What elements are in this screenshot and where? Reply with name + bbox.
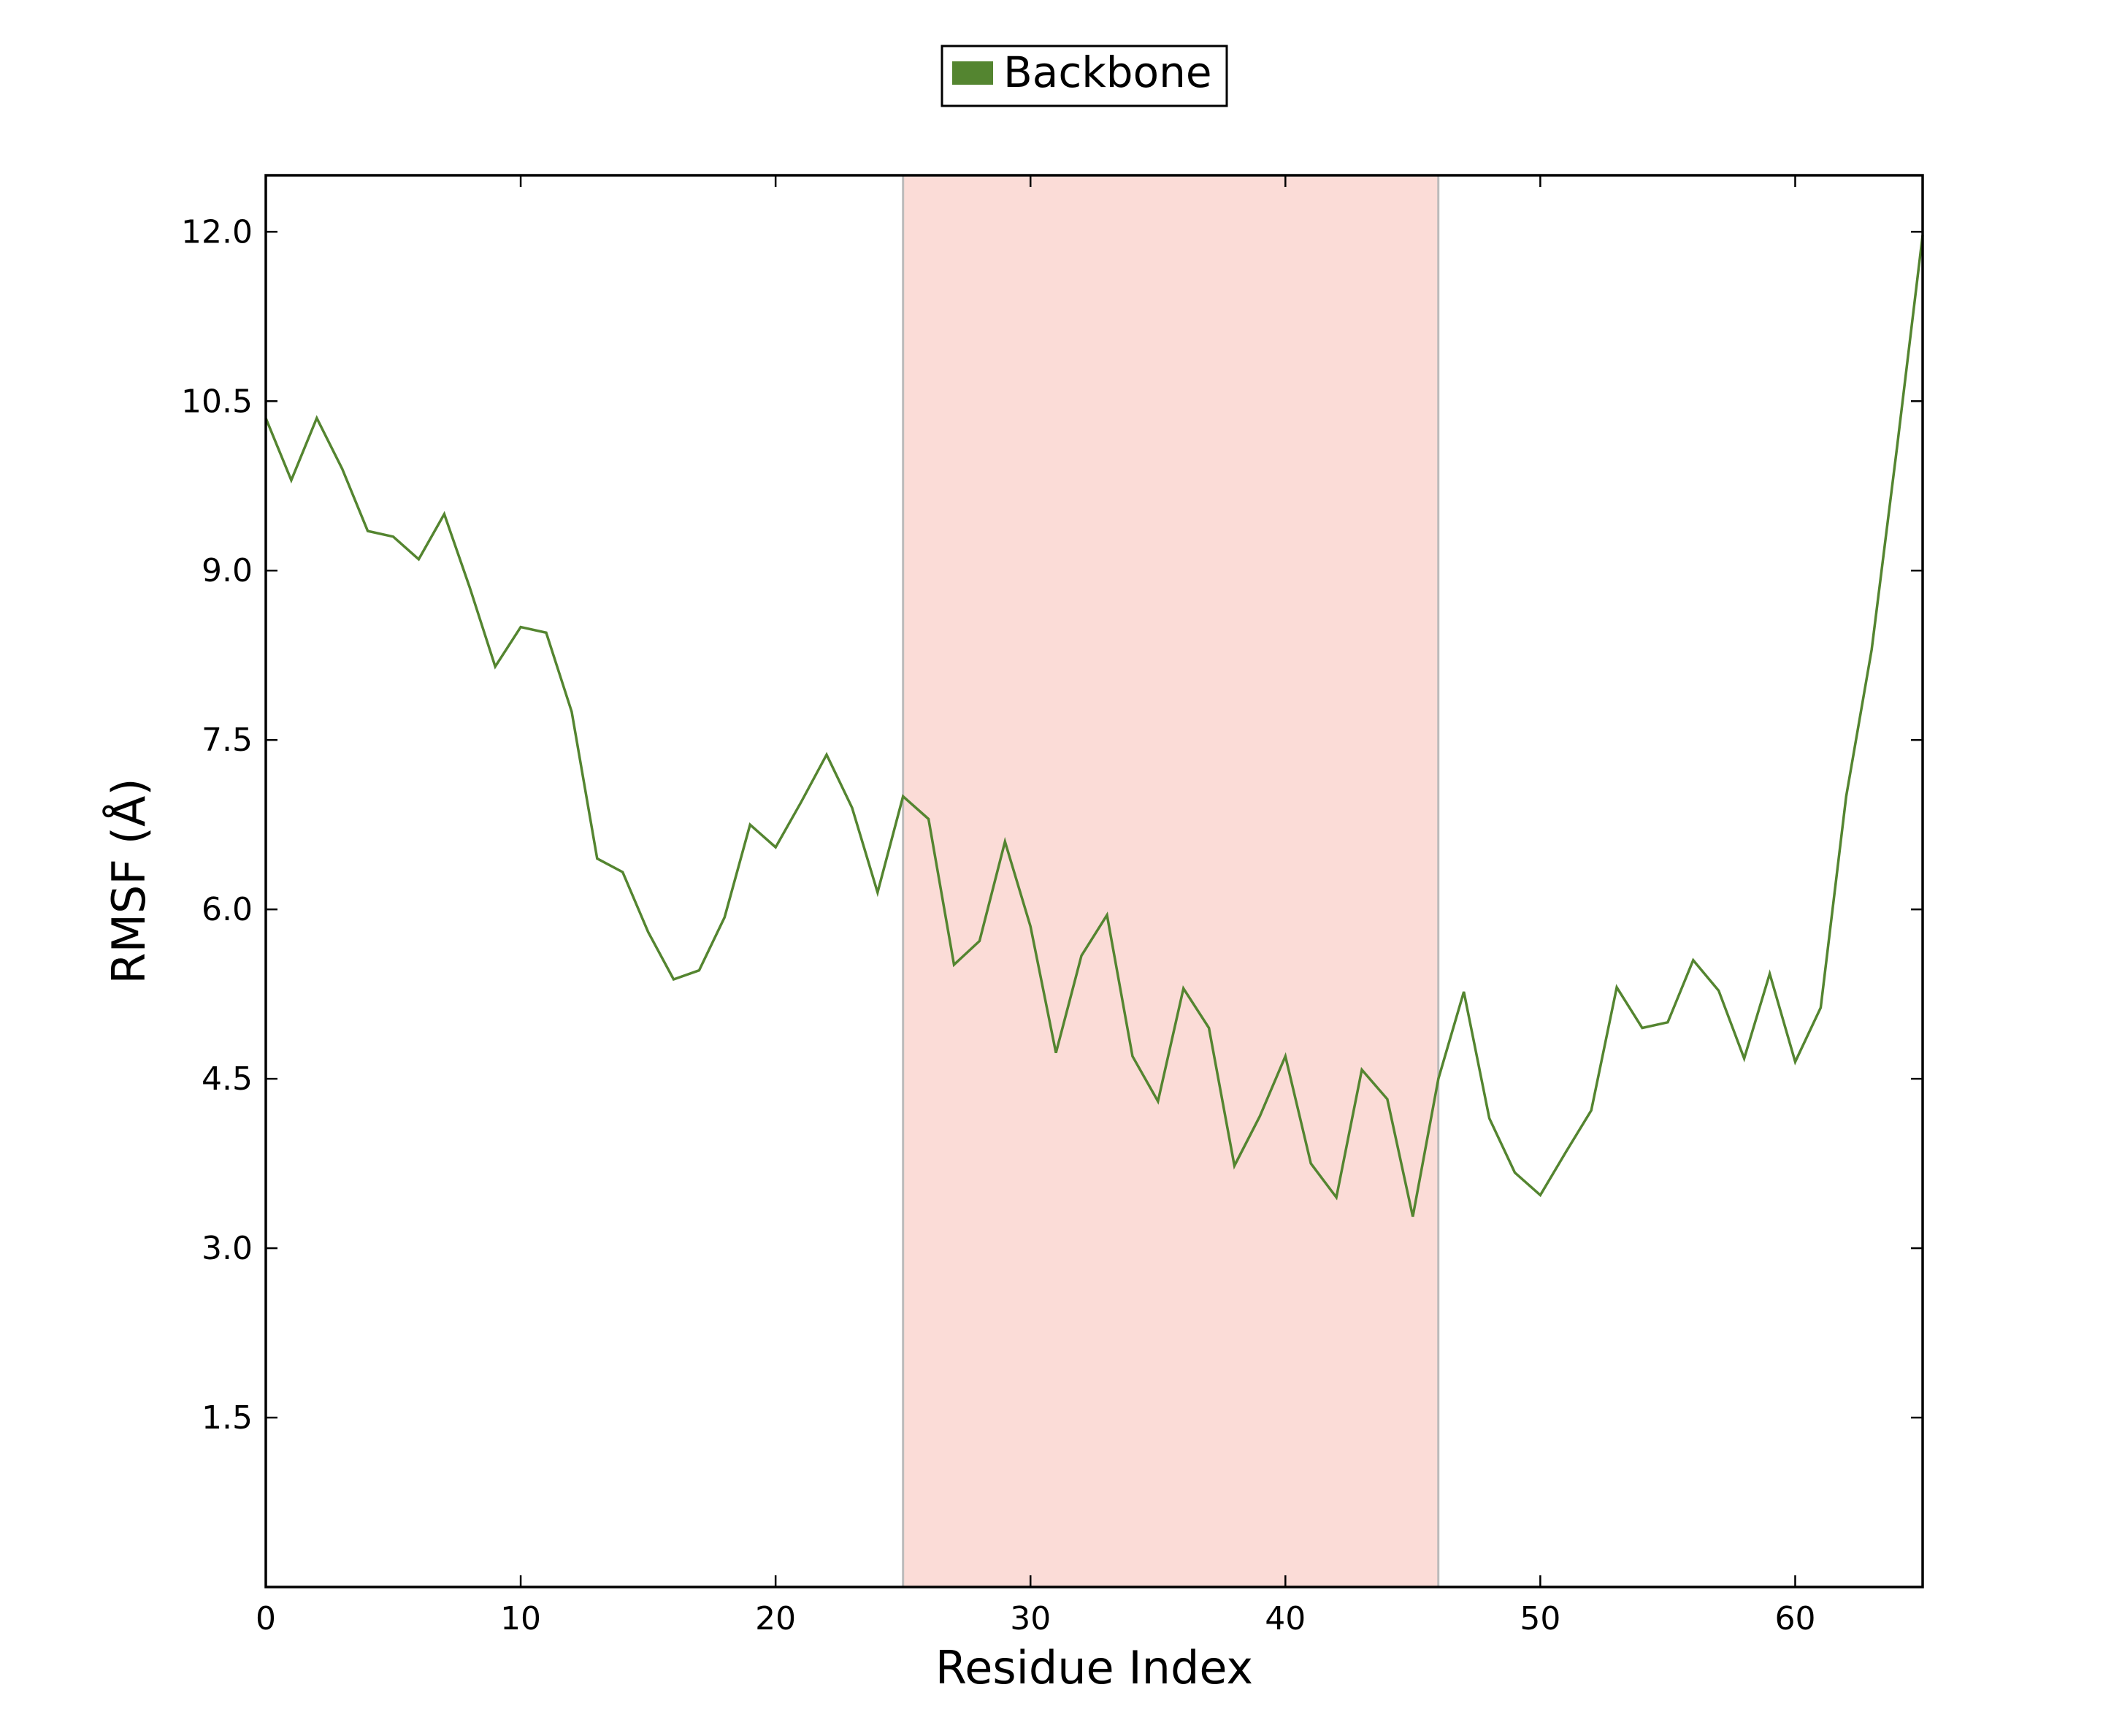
y-axis-title: RMSF (Å) xyxy=(102,778,156,984)
y-tick-label: 4.5 xyxy=(202,1060,253,1098)
x-tick-label: 20 xyxy=(755,1600,796,1637)
legend-label-backbone: Backbone xyxy=(1003,47,1212,97)
y-tick-label: 7.5 xyxy=(202,722,253,759)
plot-frame xyxy=(264,174,1924,1588)
legend: Backbone xyxy=(941,45,1228,107)
y-tick-label: 10.5 xyxy=(181,383,253,420)
y-tick-label: 3.0 xyxy=(202,1230,253,1267)
x-tick-label: 30 xyxy=(1010,1600,1051,1637)
y-tick-label: 1.5 xyxy=(202,1399,253,1437)
x-tick-labels: 0 10 20 30 40 50 60 xyxy=(256,1600,1815,1637)
x-tick-label: 50 xyxy=(1520,1600,1560,1637)
x-tick-label: 40 xyxy=(1265,1600,1306,1637)
x-tick-label: 10 xyxy=(500,1600,541,1637)
y-tick-label: 12.0 xyxy=(181,213,253,251)
y-tick-label: 6.0 xyxy=(202,891,253,928)
x-tick-label: 0 xyxy=(256,1600,276,1637)
axis-ticks xyxy=(264,175,1923,1587)
highlight-region xyxy=(903,175,1439,1587)
x-tick-label: 60 xyxy=(1774,1600,1815,1637)
y-tick-labels: 1.5 3.0 4.5 6.0 7.5 9.0 10.5 12.0 xyxy=(181,213,253,1437)
x-axis-title: Residue Index xyxy=(935,1641,1253,1694)
backbone-series-line xyxy=(264,234,1924,1217)
legend-swatch-backbone xyxy=(952,61,993,85)
y-tick-label: 9.0 xyxy=(202,552,253,589)
